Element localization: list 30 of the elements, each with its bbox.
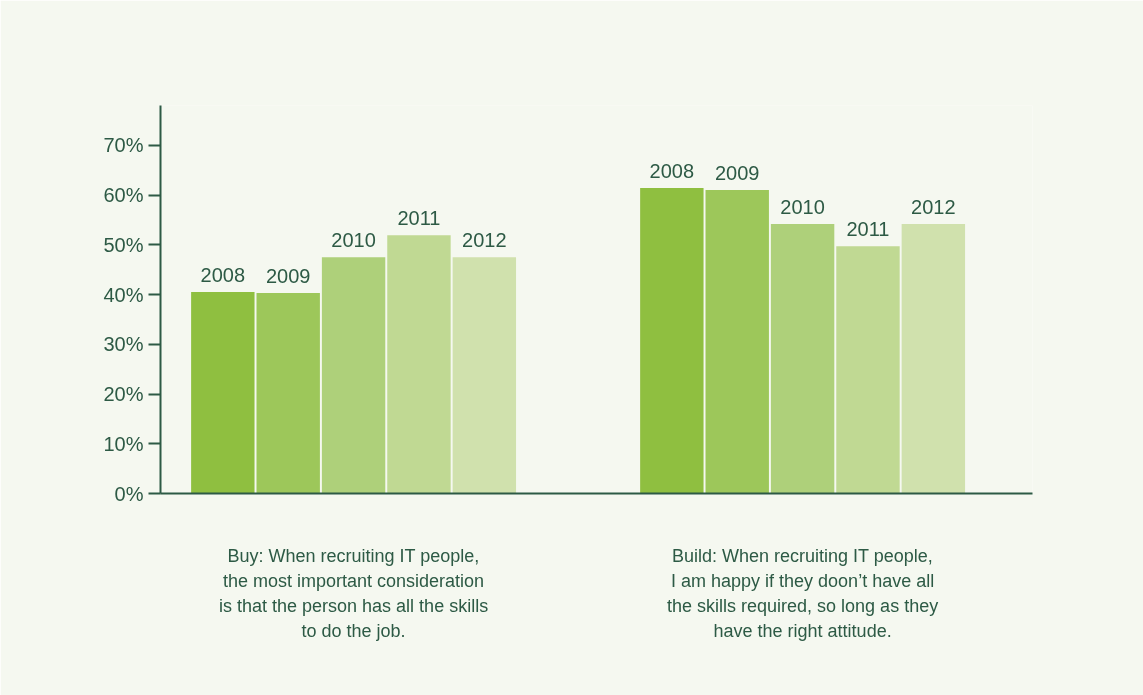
y-tick-label: 40% xyxy=(103,283,144,306)
bar xyxy=(452,257,517,494)
y-tick-label: 20% xyxy=(103,383,144,406)
bar xyxy=(901,223,966,494)
y-tick-label: 50% xyxy=(103,233,144,256)
x-tick-label: Buy: When recruiting IT people, the most important consideration is that the person has all the skills to do the job. xyxy=(219,545,489,641)
y-tick-label: 70% xyxy=(103,134,144,157)
series-label: 2010 xyxy=(780,195,825,218)
x-tick-label: Build: When recruiting IT people, I am happy if they doon’t have all the skills required, so long as they have the right attitude. xyxy=(667,545,939,641)
y-tick-label: 10% xyxy=(103,432,144,455)
bar xyxy=(191,292,255,494)
series-label: 2011 xyxy=(397,207,441,230)
bar xyxy=(321,257,386,494)
text: 2009 xyxy=(714,162,760,185)
text: 2008 xyxy=(649,160,695,183)
bar xyxy=(705,190,769,494)
bar xyxy=(836,246,900,494)
bar xyxy=(387,235,451,494)
y-tick-label: 0% xyxy=(114,482,144,505)
series-label: 2008 xyxy=(200,264,246,287)
text: 2012 xyxy=(462,229,507,252)
text: 2011 xyxy=(846,218,890,241)
text: 2010 xyxy=(331,229,376,252)
bar xyxy=(770,223,835,494)
y-tick-label: 60% xyxy=(103,184,144,207)
series-label: 2009 xyxy=(265,265,311,288)
y-tick-label: 30% xyxy=(103,333,144,356)
series-label: 2012 xyxy=(911,195,956,218)
bar xyxy=(640,188,704,494)
bar xyxy=(256,293,320,494)
